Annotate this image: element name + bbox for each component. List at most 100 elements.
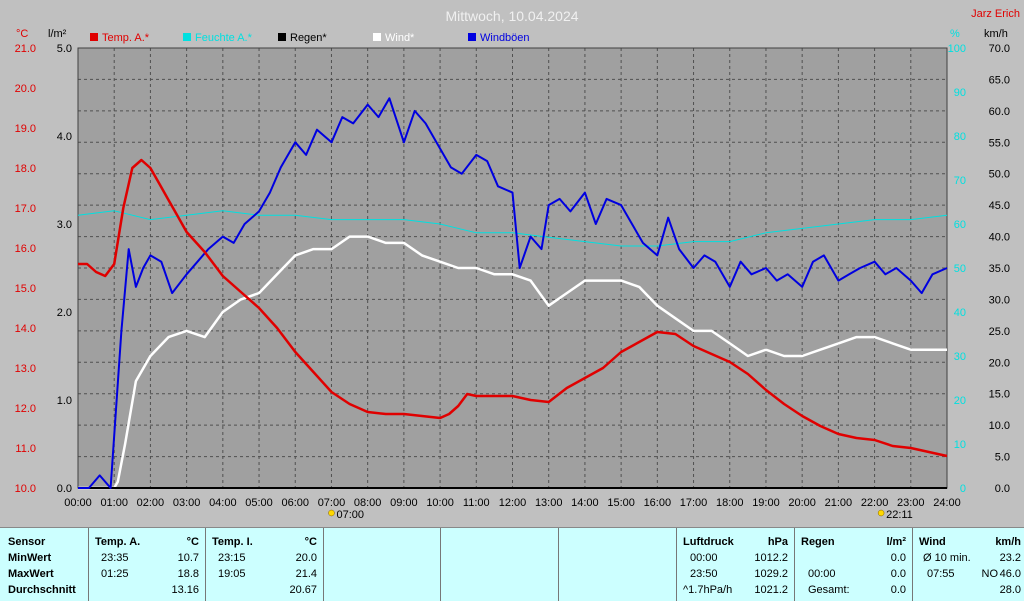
row-label-max: MaxWert xyxy=(8,568,54,580)
pressure-column: Luftdruck hPa 00:00 1012.2 23:50 1029.2 … xyxy=(677,528,795,601)
wind-unit: km/h xyxy=(995,536,1021,548)
pressure-unit: hPa xyxy=(767,536,788,548)
legend-label: Temp. A.* xyxy=(102,32,150,44)
x-tick-label: 23:00 xyxy=(897,497,925,509)
humidity-tick-label: 10 xyxy=(954,439,966,451)
pressure-row1-value: 1012.2 xyxy=(754,552,788,564)
wind-tick-label: 30.0 xyxy=(989,294,1010,306)
temp-i-max-value: 21.4 xyxy=(295,568,317,580)
temp-i-min-time: 23:15 xyxy=(218,552,246,564)
wind-avg-value: 23.2 xyxy=(999,552,1021,564)
x-tick-label: 19:00 xyxy=(752,497,780,509)
humidity-tick-label: 0 xyxy=(960,483,966,495)
temp-i-min-value: 20.0 xyxy=(295,552,317,564)
temp-a-unit: °C xyxy=(186,536,199,548)
legend: Temp. A.* Feuchte A.* Regen* Wind* Windböen xyxy=(90,32,530,44)
rain-total-value: 0.0 xyxy=(890,584,906,596)
legend-item: Feuchte A.* xyxy=(183,32,253,44)
temp-a-average: 13.16 xyxy=(171,584,199,596)
x-tick-label: 10:00 xyxy=(426,497,454,509)
legend-swatch xyxy=(183,33,191,41)
wind-tick-label: 40.0 xyxy=(989,232,1010,244)
legend-swatch xyxy=(90,33,98,41)
x-tick-label: 15:00 xyxy=(607,497,635,509)
x-tick-label: 13:00 xyxy=(535,497,563,509)
series-line xyxy=(78,235,947,490)
rain-row1-value: 0.0 xyxy=(890,552,906,564)
temp-tick-label: 14.0 xyxy=(15,323,36,335)
wind-header: Wind xyxy=(919,536,946,548)
wind-max-time: 07:55 xyxy=(927,568,955,580)
rain-row2-value: 0.0 xyxy=(890,568,906,580)
axes: 00:00 01:00 02:00 03:00 04:00 05:00 06:00 07:00… xyxy=(15,43,1010,509)
legend-label: Windböen xyxy=(480,32,530,44)
empty-column-2 xyxy=(441,528,559,601)
x-tick-label: 18:00 xyxy=(716,497,744,509)
sun-time-label: 22:11 xyxy=(886,509,913,521)
pressure-row2-value: 1029.2 xyxy=(754,568,788,580)
temp-tick-label: 13.0 xyxy=(15,363,36,375)
x-tick-label: 22:00 xyxy=(861,497,889,509)
chart-title: Mittwoch, 10.04.2024 xyxy=(445,8,578,24)
wind-max-value: 46.0 xyxy=(999,568,1021,580)
rain-unit: l/m² xyxy=(886,536,906,548)
wind-tick-label: 10.0 xyxy=(989,420,1010,432)
wind-tick-label: 55.0 xyxy=(989,137,1010,149)
temp-a-max-time: 01:25 xyxy=(101,568,129,580)
legend-swatch xyxy=(373,33,381,41)
x-tick-label: 20:00 xyxy=(788,497,816,509)
temp-tick-label: 20.0 xyxy=(15,83,36,95)
temp-tick-label: 17.0 xyxy=(15,203,36,215)
empty-column-1 xyxy=(324,528,441,601)
temp-tick-label: 16.0 xyxy=(15,243,36,255)
rain-tick-label: 4.0 xyxy=(57,131,72,143)
humidity-tick-label: 80 xyxy=(954,131,966,143)
wind-tick-label: 45.0 xyxy=(989,200,1010,212)
temp-i-average: 20.67 xyxy=(289,584,317,596)
x-tick-label: 24:00 xyxy=(933,497,961,509)
legend-item: Regen* xyxy=(278,32,327,44)
row-label-min: MinWert xyxy=(8,552,52,564)
pressure-row3-value: 1021.2 xyxy=(754,584,788,596)
legend-item: Wind* xyxy=(373,32,415,44)
temp-a-column: Temp. A. °C 23:35 10.7 01:25 18.8 13.16 xyxy=(89,528,206,601)
temp-a-max-value: 18.8 xyxy=(177,568,199,580)
humidity-tick-label: 20 xyxy=(954,395,966,407)
x-tick-label: 03:00 xyxy=(173,497,201,509)
weather-chart: Mittwoch, 10.04.2024 Jarz Erich °C l/m² … xyxy=(15,8,1020,521)
temp-a-min-time: 23:35 xyxy=(101,552,129,564)
series-line xyxy=(78,158,948,458)
x-tick-label: 09:00 xyxy=(390,497,418,509)
wind-tick-label: 50.0 xyxy=(989,169,1010,181)
row-label-avg: Durchschnitt xyxy=(8,584,76,596)
humidity-tick-label: 30 xyxy=(954,351,966,363)
humidity-tick-label: 50 xyxy=(954,263,966,275)
temp-a-header: Temp. A. xyxy=(95,536,141,548)
x-tick-label: 14:00 xyxy=(571,497,599,509)
x-tick-label: 12:00 xyxy=(499,497,527,509)
pressure-row2-time: 23:50 xyxy=(690,568,718,580)
wind-tick-label: 5.0 xyxy=(995,452,1010,464)
x-tick-label: 02:00 xyxy=(137,497,165,509)
x-tick-label: 01:00 xyxy=(100,497,128,509)
wind-tick-label: 20.0 xyxy=(989,357,1010,369)
legend-item: Temp. A.* xyxy=(90,32,150,44)
temp-tick-label: 21.0 xyxy=(15,43,36,55)
temp-unit-label: °C xyxy=(16,28,28,40)
legend-label: Feuchte A.* xyxy=(195,32,253,44)
sensor-header: Sensor xyxy=(8,536,46,548)
x-tick-label: 17:00 xyxy=(680,497,708,509)
sun-icon xyxy=(328,509,335,517)
rain-header: Regen xyxy=(801,536,835,548)
humidity-tick-label: 60 xyxy=(954,219,966,231)
rain-row2-time: 00:00 xyxy=(808,568,836,580)
x-tick-label: 05:00 xyxy=(245,497,273,509)
legend-label: Regen* xyxy=(290,32,327,44)
humidity-tick-label: 70 xyxy=(954,175,966,187)
temp-tick-label: 18.0 xyxy=(15,163,36,175)
sun-icon xyxy=(877,509,885,517)
wind-max-direction: NO xyxy=(981,568,999,580)
wind-unit-label: km/h xyxy=(984,28,1008,40)
pressure-trend: ^1.7hPa/h xyxy=(683,584,733,596)
temp-tick-label: 10.0 xyxy=(15,483,36,495)
